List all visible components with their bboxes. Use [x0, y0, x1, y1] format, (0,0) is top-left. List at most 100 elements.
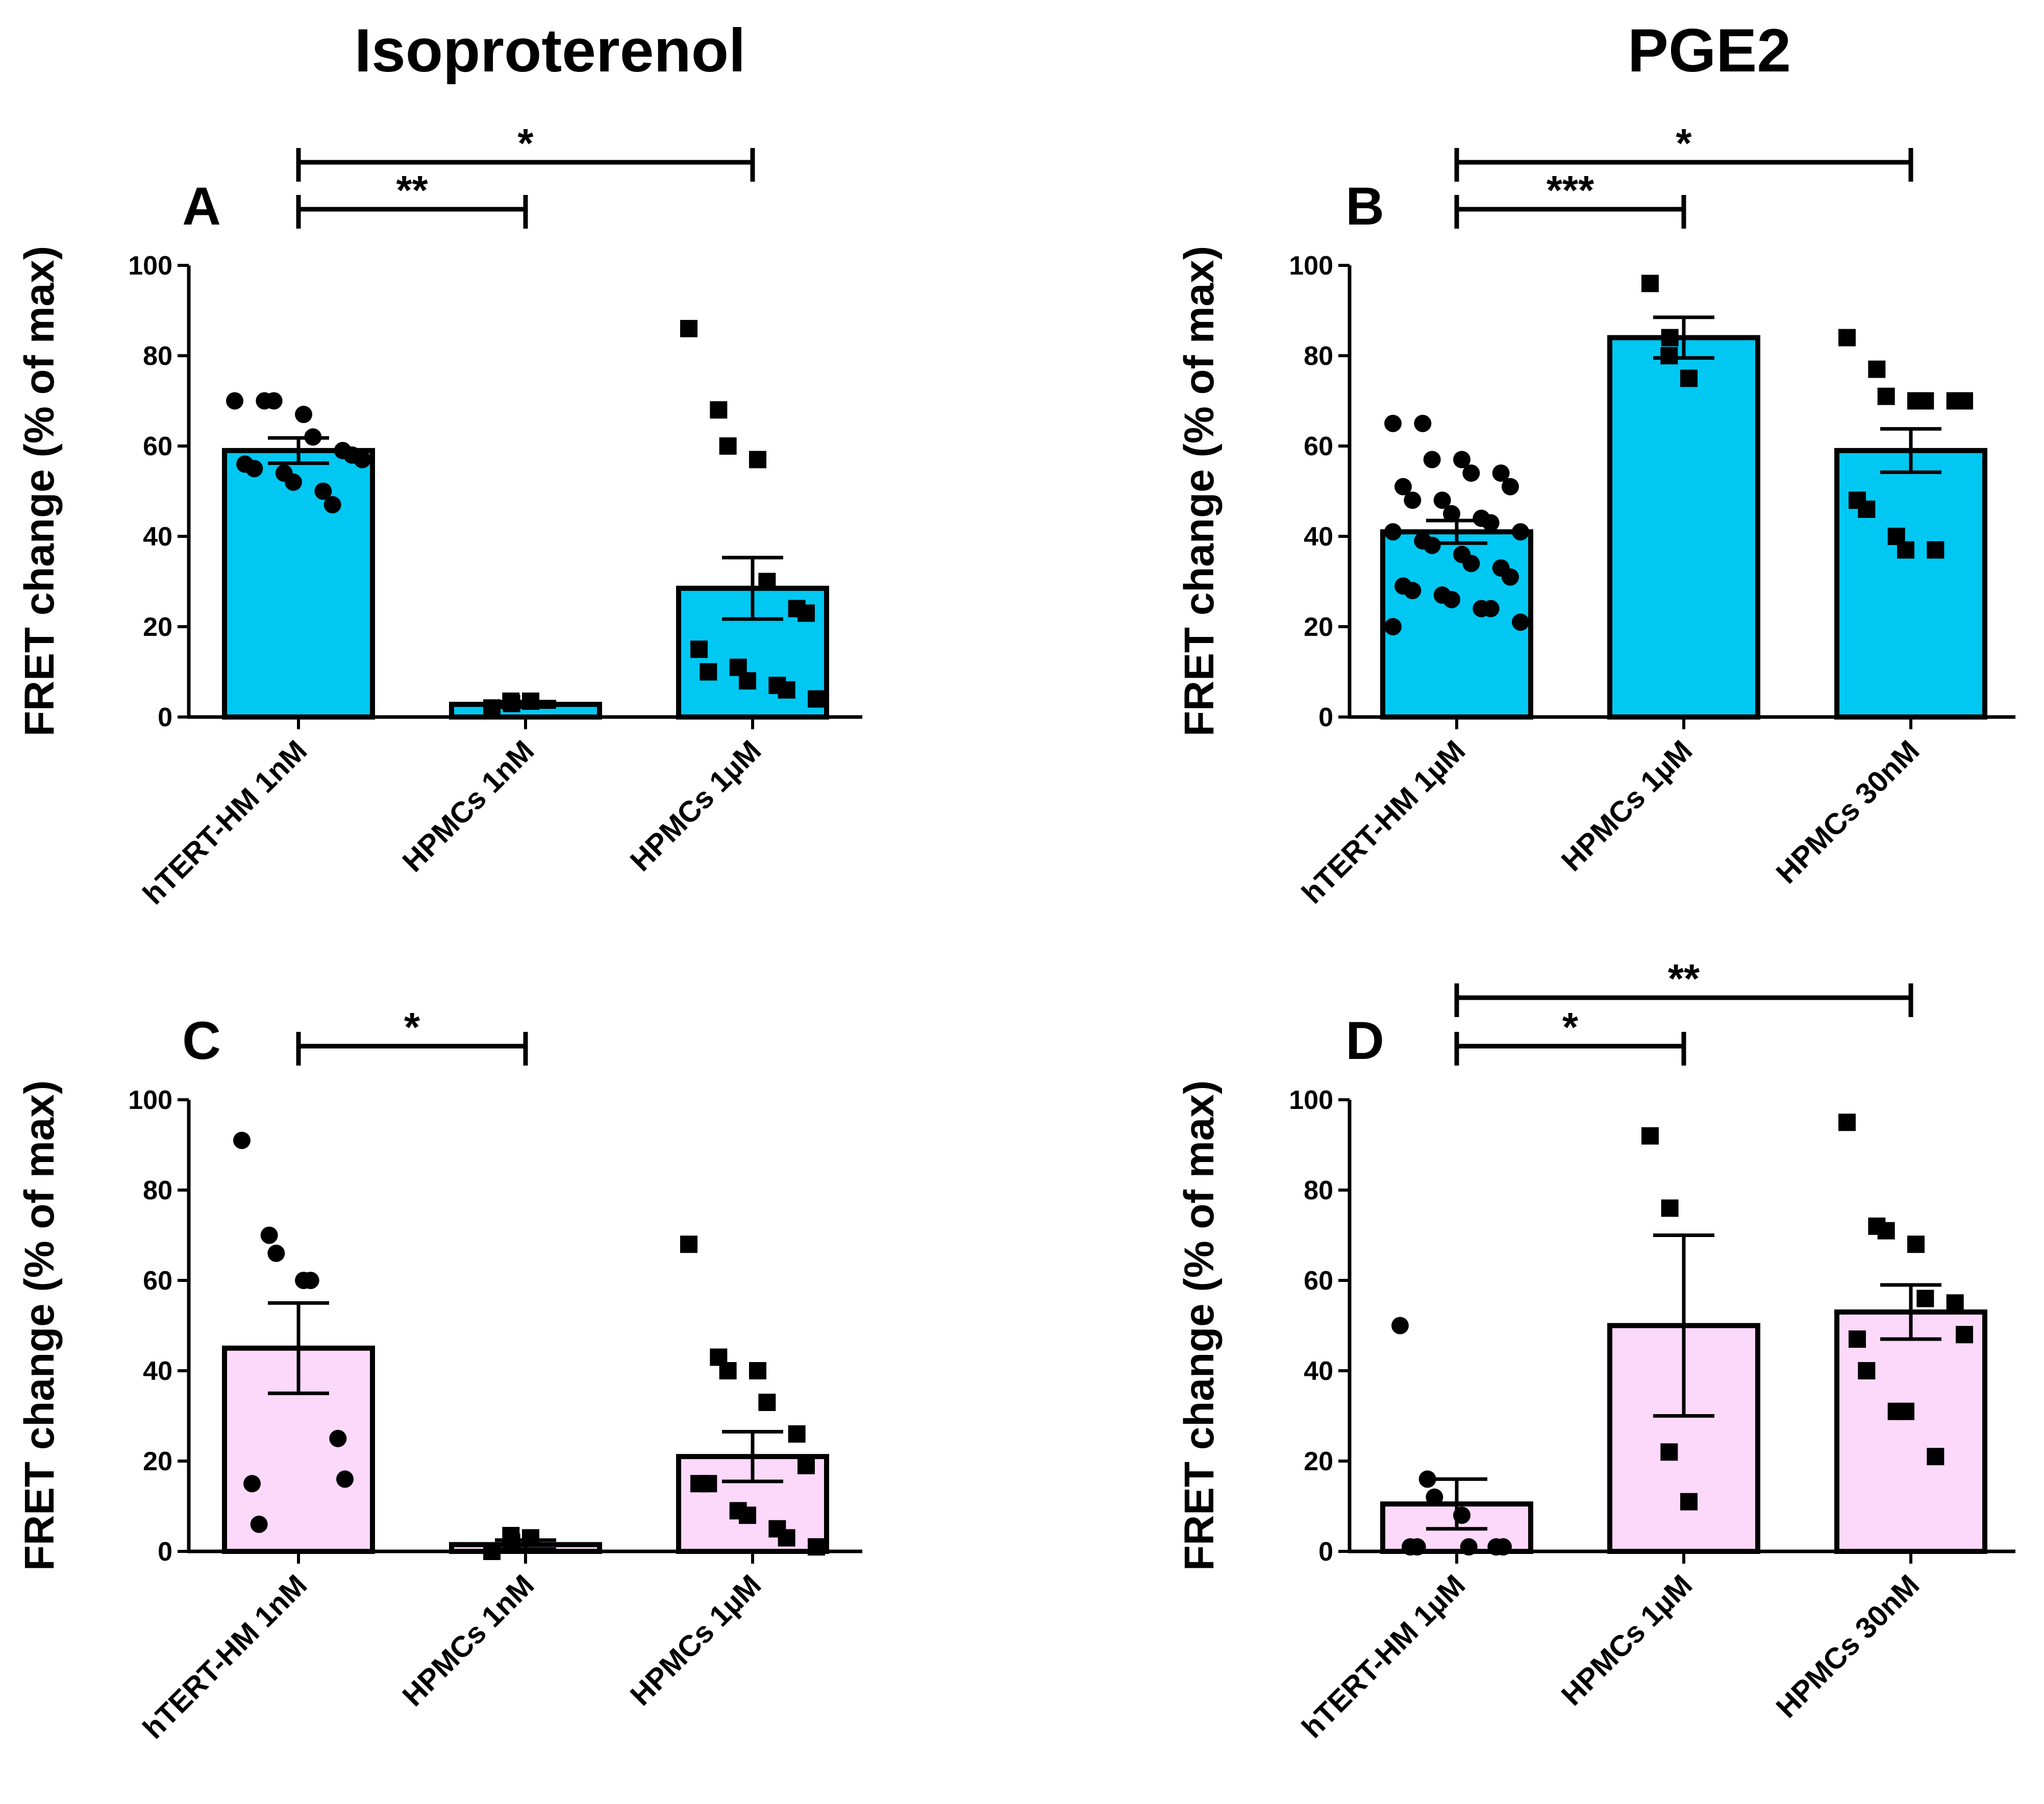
data-point [808, 690, 825, 708]
data-point [1408, 1538, 1426, 1556]
panel-letter: B [1345, 177, 1384, 236]
y-tick-label: 100 [128, 251, 172, 281]
data-point [1404, 582, 1422, 600]
data-point [1384, 618, 1402, 635]
y-tick-label: 0 [158, 1537, 172, 1567]
data-point [1512, 613, 1529, 631]
data-point [788, 1425, 806, 1443]
data-point [260, 1226, 278, 1244]
y-tick-label: 0 [1318, 1537, 1333, 1567]
bar [1834, 448, 1987, 720]
significance-label: * [404, 1004, 420, 1050]
significance-label: ** [1668, 956, 1700, 1001]
data-point [1897, 1402, 1914, 1420]
y-tick-label: 20 [1304, 612, 1333, 642]
data-point [1492, 464, 1510, 482]
data-point [1384, 523, 1402, 541]
data-point [1849, 1330, 1866, 1348]
data-point [314, 482, 332, 500]
data-point [1838, 329, 1856, 347]
y-tick-label: 60 [1304, 432, 1333, 461]
significance-label: * [517, 120, 534, 166]
category-label: HPMCs 1nM [396, 1568, 540, 1713]
data-point [797, 604, 815, 622]
data-point [1680, 369, 1698, 387]
bar [1834, 1309, 1987, 1554]
data-point [265, 392, 283, 410]
data-point [749, 451, 766, 468]
data-point [1868, 360, 1886, 378]
y-tick-label: 60 [143, 1266, 172, 1296]
y-axis-label: FRET change (% of max) [16, 246, 63, 736]
data-point [1391, 1317, 1409, 1335]
data-point [700, 663, 717, 681]
y-tick-label: 20 [1304, 1447, 1333, 1476]
category-label: HPMCs 30nM [1769, 1568, 1926, 1724]
data-point [710, 401, 728, 419]
panel-d: D FRET change (% of max) 0 20 40 60 80 100 hTERT… [1176, 956, 2015, 1744]
data-point [1927, 1448, 1945, 1466]
data-point [680, 1235, 697, 1253]
data-point [1462, 555, 1480, 573]
data-point [1956, 392, 1973, 410]
significance-label: * [1676, 120, 1692, 166]
y-tick-label: 60 [1304, 1266, 1333, 1296]
data-point [1641, 275, 1659, 292]
category-label: hTERT-HM 1µM [1295, 1568, 1472, 1744]
data-point [295, 406, 312, 424]
data-point [758, 1393, 776, 1411]
data-point [1660, 347, 1678, 364]
category-label: hTERT-HM 1nM [137, 734, 314, 911]
data-point [1916, 1290, 1934, 1307]
data-point [323, 496, 341, 514]
y-axis-label: FRET change (% of max) [16, 1080, 63, 1571]
data-point [749, 1362, 766, 1379]
data-point [1858, 500, 1876, 518]
data-point [250, 1515, 268, 1533]
data-point [778, 681, 795, 699]
data-point [1916, 392, 1934, 410]
data-point [1502, 478, 1519, 496]
data-point [302, 1272, 319, 1289]
data-point [1443, 505, 1460, 523]
data-point [245, 460, 263, 478]
data-point [285, 473, 302, 491]
data-point [778, 1529, 795, 1547]
y-tick-label: 60 [143, 432, 172, 461]
panel-b: B FRET change (% of max) 0 20 40 60 80 100 hTERT… [1176, 120, 2015, 910]
data-point [267, 1244, 285, 1262]
bar [1607, 335, 1760, 720]
data-point [1512, 523, 1529, 541]
data-point [1414, 414, 1432, 432]
y-axis-label: FRET change (% of max) [1176, 246, 1223, 736]
data-point [719, 437, 737, 455]
data-point [739, 1506, 756, 1524]
data-point [1641, 1127, 1659, 1145]
data-point [1482, 514, 1500, 532]
category-label: HPMCs 1µM [1555, 1568, 1699, 1712]
data-point [233, 1131, 251, 1149]
y-tick-label: 40 [143, 1356, 172, 1386]
data-point [1462, 464, 1480, 482]
data-point [329, 1429, 347, 1447]
y-tick-label: 100 [1289, 1085, 1333, 1115]
data-point [354, 451, 371, 468]
data-point [1482, 600, 1500, 617]
category-label: HPMCs 1µM [1555, 734, 1699, 878]
data-point [1877, 1222, 1895, 1240]
data-point [1897, 541, 1914, 559]
y-tick-label: 40 [143, 522, 172, 552]
bar [222, 448, 375, 720]
data-point [758, 573, 776, 590]
data-point [1426, 1488, 1443, 1506]
category-label: HPMCs 1nM [396, 734, 540, 878]
data-point [1838, 1114, 1856, 1131]
category-label: HPMCs 1µM [624, 1568, 768, 1712]
category-label: HPMCs 30nM [1769, 734, 1926, 890]
column-title-pge2: PGE2 [1628, 16, 1791, 85]
significance-label: ** [396, 167, 428, 213]
data-point [336, 1470, 354, 1488]
y-tick-label: 80 [143, 1176, 172, 1205]
y-tick-label: 80 [1304, 1176, 1333, 1205]
